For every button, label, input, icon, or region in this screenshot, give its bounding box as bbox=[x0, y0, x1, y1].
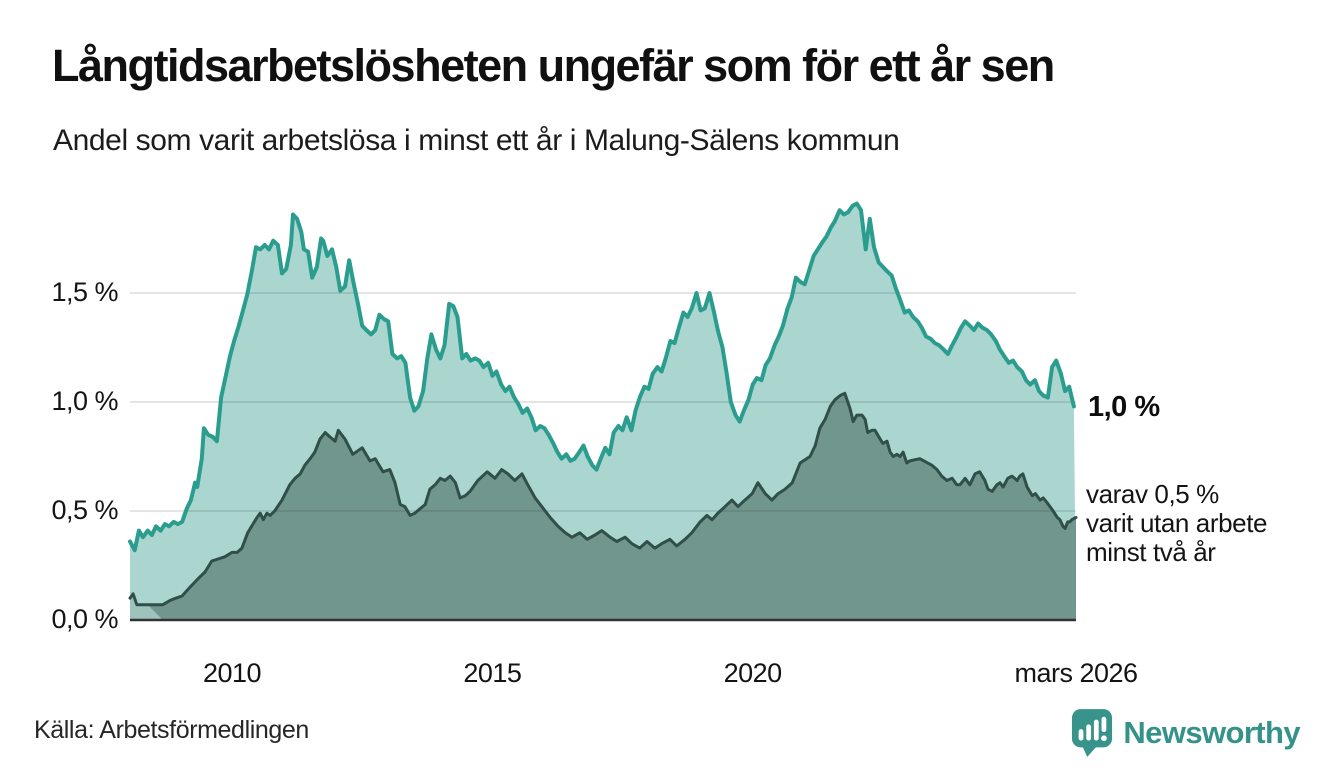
end-value-label: 1,0 % bbox=[1088, 391, 1160, 423]
source-label: Källa: Arbetsförmedlingen bbox=[34, 716, 309, 744]
breakdown-annotation: varav 0,5 % varit utan arbete minst två … bbox=[1086, 480, 1267, 567]
y-tick-label: 1,0 % bbox=[51, 386, 118, 416]
line-two-year bbox=[128, 391, 1078, 607]
y-tick-label: 1,5 % bbox=[51, 277, 118, 307]
area-two-year bbox=[147, 393, 1076, 620]
breakdown-line: varav 0,5 % bbox=[1086, 479, 1219, 509]
y-tick-label: 0,5 % bbox=[51, 495, 118, 525]
page-title: Långtidsarbetslösheten ungefär som för e… bbox=[52, 40, 1055, 91]
newsworthy-logo[interactable]: Newsworthy bbox=[1071, 708, 1301, 758]
page-subtitle: Andel som varit arbetslösa i minst ett å… bbox=[53, 124, 900, 157]
area-two-year-fade bbox=[130, 593, 163, 620]
brand-name: Newsworthy bbox=[1123, 715, 1300, 750]
breakdown-line: minst två år bbox=[1086, 537, 1216, 567]
line-one-year bbox=[128, 201, 1076, 553]
x-tick-label: 2010 bbox=[202, 658, 262, 688]
breakdown-line: varit utan arbete bbox=[1086, 508, 1268, 538]
newsworthy-icon bbox=[1072, 709, 1113, 757]
y-tick-label: 0,0 % bbox=[51, 604, 118, 634]
x-tick-label: 2020 bbox=[723, 658, 783, 688]
x-tick-label: mars 2026 bbox=[1014, 658, 1138, 688]
x-tick-label: 2015 bbox=[463, 658, 522, 688]
